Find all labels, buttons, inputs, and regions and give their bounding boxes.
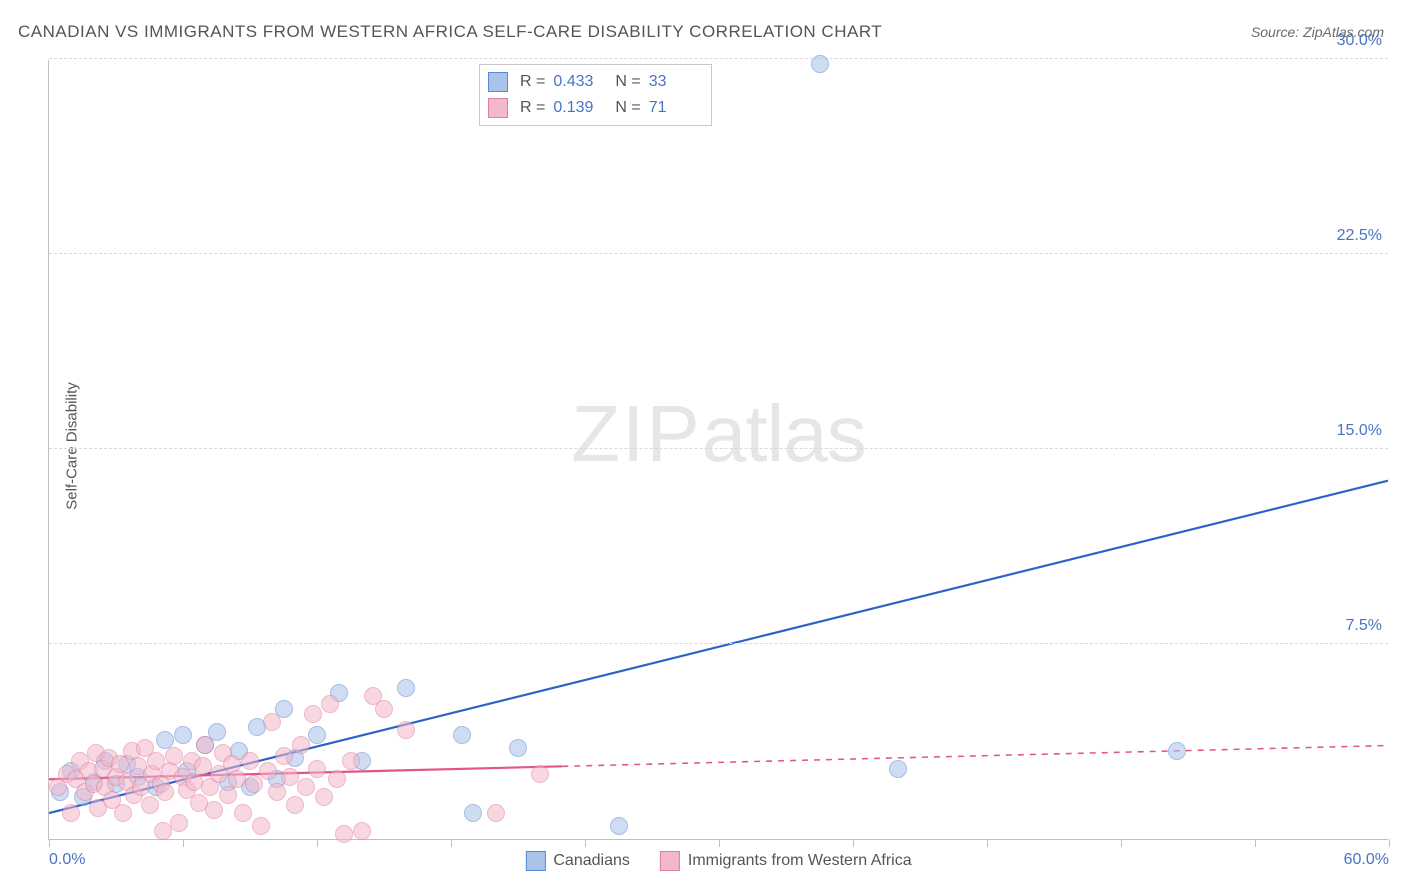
legend-item: Immigrants from Western Africa	[660, 851, 912, 871]
stat-n-value: 33	[649, 69, 699, 95]
data-point	[811, 55, 829, 73]
legend-swatch	[525, 851, 545, 871]
y-tick-label: 15.0%	[1337, 422, 1382, 440]
watermark: ZIPatlas	[571, 388, 865, 480]
regression-line-dashed	[562, 746, 1388, 767]
data-point	[308, 726, 326, 744]
x-tick	[451, 839, 452, 847]
data-point	[328, 770, 346, 788]
data-point	[252, 817, 270, 835]
data-point	[170, 814, 188, 832]
data-point	[487, 804, 505, 822]
x-tick	[719, 839, 720, 847]
legend-swatch	[660, 851, 680, 871]
data-point	[297, 778, 315, 796]
data-point	[321, 695, 339, 713]
data-point	[275, 747, 293, 765]
watermark-zip: ZIP	[571, 389, 701, 478]
y-tick-label: 22.5%	[1337, 227, 1382, 245]
gridline	[49, 253, 1388, 254]
x-tick-label: 0.0%	[49, 851, 85, 869]
data-point	[453, 726, 471, 744]
data-point	[315, 788, 333, 806]
data-point	[245, 775, 263, 793]
x-tick	[317, 839, 318, 847]
series-legend: Canadians Immigrants from Western Africa	[525, 851, 911, 871]
data-point	[342, 752, 360, 770]
source-prefix: Source:	[1251, 24, 1303, 40]
x-tick	[1121, 839, 1122, 847]
data-point	[397, 721, 415, 739]
data-point	[268, 783, 286, 801]
stat-r-value: 0.139	[553, 95, 603, 121]
x-tick	[183, 839, 184, 847]
y-tick-label: 30.0%	[1337, 32, 1382, 50]
data-point	[335, 825, 353, 843]
x-tick-label: 60.0%	[1344, 851, 1389, 869]
legend-swatch	[488, 98, 508, 118]
x-tick	[1389, 839, 1390, 847]
watermark-atlas: atlas	[702, 389, 866, 478]
legend-swatch	[488, 72, 508, 92]
data-point	[165, 747, 183, 765]
data-point	[531, 765, 549, 783]
data-point	[889, 760, 907, 778]
data-point	[286, 796, 304, 814]
stat-r-value: 0.433	[553, 69, 603, 95]
stat-r-label: R =	[520, 69, 545, 95]
legend-label: Canadians	[553, 852, 630, 870]
stat-r-label: R =	[520, 95, 545, 121]
y-tick-label: 7.5%	[1346, 617, 1382, 635]
x-tick	[987, 839, 988, 847]
data-point	[174, 726, 192, 744]
data-point	[228, 770, 246, 788]
x-tick	[853, 839, 854, 847]
data-point	[196, 736, 214, 754]
data-point	[259, 762, 277, 780]
x-tick	[585, 839, 586, 847]
data-point	[464, 804, 482, 822]
stat-n-label: N =	[615, 69, 640, 95]
data-point	[219, 786, 237, 804]
data-point	[241, 752, 259, 770]
x-tick	[49, 839, 50, 847]
data-point	[62, 804, 80, 822]
data-point	[375, 700, 393, 718]
data-point	[353, 822, 371, 840]
data-point	[610, 817, 628, 835]
legend-label: Immigrants from Western Africa	[688, 852, 912, 870]
gridline	[49, 643, 1388, 644]
stats-legend: R = 0.433 N = 33 R = 0.139 N = 71	[479, 64, 712, 126]
gridline	[49, 58, 1388, 59]
x-tick	[1255, 839, 1256, 847]
gridline	[49, 448, 1388, 449]
data-point	[308, 760, 326, 778]
data-point	[304, 705, 322, 723]
data-point	[1168, 742, 1186, 760]
chart-title: CANADIAN VS IMMIGRANTS FROM WESTERN AFRI…	[18, 22, 882, 42]
data-point	[397, 679, 415, 697]
stats-row: R = 0.433 N = 33	[488, 69, 699, 95]
legend-item: Canadians	[525, 851, 630, 871]
stats-row: R = 0.139 N = 71	[488, 95, 699, 121]
data-point	[263, 713, 281, 731]
data-point	[114, 804, 132, 822]
stat-n-value: 71	[649, 95, 699, 121]
data-point	[141, 796, 159, 814]
data-point	[234, 804, 252, 822]
plot-area: ZIPatlas R =0.433N =33R =0.139N =71 Cana…	[48, 60, 1388, 840]
stat-n-label: N =	[615, 95, 640, 121]
data-point	[292, 736, 310, 754]
data-point	[205, 801, 223, 819]
data-point	[156, 783, 174, 801]
data-point	[509, 739, 527, 757]
